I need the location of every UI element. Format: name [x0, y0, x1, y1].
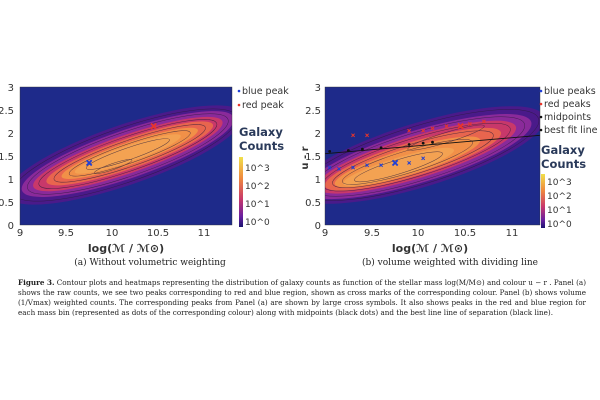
midpoint-dot	[421, 141, 425, 145]
x-tick: 11	[506, 228, 519, 239]
x-tick: 10	[412, 228, 425, 239]
blue-peak-point	[379, 163, 384, 168]
red-peak-point	[481, 119, 486, 124]
y-tick: 0.5	[305, 198, 321, 209]
midpoint-dot	[407, 143, 411, 146]
midpoint-dot	[360, 147, 364, 151]
figure-caption: Figure 3. Contour plots and heatmaps rep…	[18, 278, 586, 318]
x-tick: 9.5	[58, 228, 74, 239]
x-axis-label: log(ℳ / ℳ⊙)	[392, 242, 468, 255]
y-axis-label: u - r	[300, 146, 311, 169]
figure-label: Figure 3.	[18, 278, 55, 287]
caption-b: (b) volume weighted with dividing line	[362, 258, 538, 268]
midpoint-dot	[431, 140, 434, 144]
colorbar-tick: 10^1	[245, 200, 270, 210]
y-tick: 1	[315, 175, 321, 186]
y-tick: 0.5	[0, 198, 14, 209]
y-tick: 3	[315, 83, 321, 94]
colorbar-tick: 10^2	[547, 192, 572, 202]
legend-blue-peak: blue peak	[242, 86, 289, 97]
midpoint-dot	[379, 146, 383, 150]
colorbar-title: Galaxy	[239, 125, 283, 139]
x-axis-label: log(ℳ / ℳ⊙)	[88, 242, 164, 255]
y-tick: 2.5	[0, 106, 14, 117]
blue-peak-point	[421, 156, 426, 161]
red-peak-point	[430, 126, 435, 131]
y-tick: 1.5	[0, 152, 14, 163]
red-peak-cross	[150, 122, 157, 130]
blue-peak-marker	[85, 159, 93, 167]
colorbar-tick: 10^0	[245, 218, 270, 228]
figure-caption-body: Contour plots and heatmaps representing …	[18, 278, 586, 317]
colorbar-title: Galaxy	[541, 143, 585, 157]
blue-peak-point	[327, 165, 332, 170]
x-tick: 9.5	[364, 228, 380, 239]
colorbar-tick: 10^1	[547, 206, 572, 216]
panel-b-markers	[327, 119, 486, 171]
y-tick: 3	[8, 83, 14, 94]
x-tick: 10	[106, 228, 119, 239]
panel-b-plot: u - r 3 2.5 2 1.5 1 0.5 0 9 9.5 10 10.5 …	[300, 83, 598, 255]
x-tick: 9	[322, 228, 328, 239]
red-peak-point	[351, 133, 355, 138]
red-peak-point	[467, 121, 472, 126]
red-peak-point	[444, 124, 449, 129]
blue-peak-large-cross	[391, 159, 399, 167]
red-peak-large-cross	[457, 122, 464, 130]
colorbar-title: Counts	[239, 139, 284, 153]
colorbar-tick: 10^3	[245, 164, 270, 174]
legend: blue peaks red peaks midpoints best fit …	[539, 86, 598, 136]
legend-midpoints: midpoints	[544, 112, 591, 123]
y-tick: 0	[8, 221, 14, 232]
y-tick: 2.5	[305, 106, 321, 117]
y-tick: 1.5	[305, 152, 321, 163]
caption-a: (a) Without volumetric weighting	[74, 258, 226, 268]
red-peak-point	[421, 128, 426, 133]
x-tick: 10.5	[147, 228, 169, 239]
colorbar-tick: 10^0	[547, 220, 572, 230]
midpoint-dot	[328, 150, 332, 153]
legend-red-peaks: red peaks	[544, 99, 591, 110]
panel-a: 3 2.5 2 1.5 1 0.5 0 9 9.5 10 10.5 11 log…	[0, 80, 300, 300]
legend-blue-peaks: blue peaks	[544, 86, 596, 97]
blue-peak-point	[351, 165, 355, 170]
colorbar-tick: 10^2	[245, 182, 270, 192]
colorbar	[541, 174, 545, 228]
red-peak-point	[365, 133, 370, 138]
y-tick: 0	[315, 221, 321, 232]
panel-a-plot: 3 2.5 2 1.5 1 0.5 0 9 9.5 10 10.5 11 log…	[0, 83, 289, 255]
x-tick: 10.5	[454, 228, 476, 239]
panel-b: u - r 3 2.5 2 1.5 1 0.5 0 9 9.5 10 10.5 …	[300, 80, 600, 300]
midpoint-dot	[346, 149, 350, 152]
legend-best-fit-line: best fit line	[544, 125, 598, 136]
legend: blue peak red peak	[237, 86, 289, 111]
colorbar	[239, 157, 243, 227]
blue-peak-point	[337, 166, 341, 171]
y-tick: 2	[315, 129, 321, 140]
red-peak-marker	[150, 122, 157, 130]
y-tick: 2	[8, 129, 14, 140]
x-tick: 9	[17, 228, 23, 239]
best-fit-line	[325, 134, 540, 155]
legend-red-peak: red peak	[242, 100, 284, 111]
y-tick: 1	[8, 175, 14, 186]
blue-peak-point	[407, 160, 412, 165]
blue-peak-cross	[85, 159, 93, 167]
red-peak-point	[407, 128, 412, 133]
colorbar-title: Counts	[541, 157, 586, 171]
colorbar-tick: 10^3	[547, 178, 572, 188]
x-tick: 11	[198, 228, 211, 239]
blue-peak-point	[365, 163, 370, 168]
